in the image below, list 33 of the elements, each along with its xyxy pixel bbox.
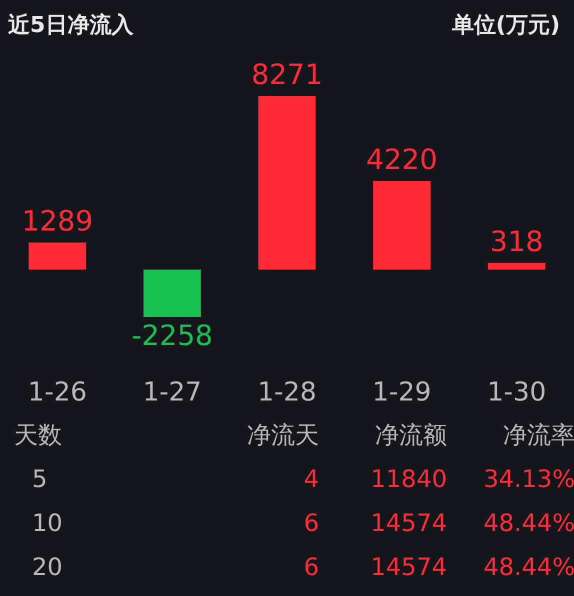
chart-subtitle: 单位(万元) xyxy=(452,12,560,40)
data-label: 8271 xyxy=(251,58,323,91)
text: 净流天 xyxy=(246,420,319,451)
text: 14574 xyxy=(370,508,447,539)
text: 6 xyxy=(302,508,319,539)
x-tick-label: 1-30 xyxy=(487,378,546,408)
bar xyxy=(28,242,86,270)
text: 净流额 xyxy=(374,420,447,451)
bar xyxy=(373,181,430,270)
text: 14574 xyxy=(370,552,447,583)
text: 48.44% xyxy=(482,552,574,583)
data-label: 1289 xyxy=(22,204,94,238)
text: 10 xyxy=(31,508,64,539)
text: 48.44% xyxy=(482,508,574,539)
text: 净流率 xyxy=(502,420,574,451)
text: 4 xyxy=(302,464,319,495)
bar xyxy=(144,270,201,317)
data-label: 4220 xyxy=(366,143,438,176)
x-tick-label: 1-26 xyxy=(28,378,87,408)
chart-title: 近5日净流入 xyxy=(8,12,134,40)
text: 34.13% xyxy=(482,464,574,495)
text: 天数 xyxy=(14,420,63,451)
x-tick-label: 1-27 xyxy=(142,378,202,408)
text: 5 xyxy=(31,464,48,495)
bar xyxy=(258,96,316,270)
x-tick-label: 1-29 xyxy=(372,378,432,408)
text: 20 xyxy=(31,552,64,583)
bar xyxy=(488,262,546,270)
data-label: -2258 xyxy=(132,319,213,352)
x-tick-label: 1-28 xyxy=(257,378,317,408)
text: 11840 xyxy=(370,464,447,495)
data-label: 318 xyxy=(490,224,544,258)
text: 6 xyxy=(302,552,319,583)
